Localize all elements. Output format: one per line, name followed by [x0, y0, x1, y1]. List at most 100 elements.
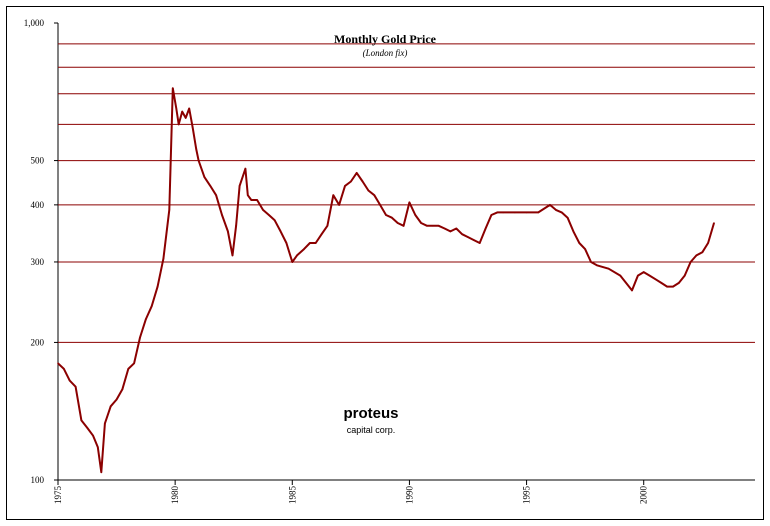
price-data-point	[303, 248, 305, 250]
price-data-point	[373, 194, 376, 196]
price-data-point	[350, 180, 352, 183]
price-data-point	[92, 434, 94, 437]
price-data-point	[607, 267, 610, 270]
price-data-point	[133, 362, 135, 365]
x-tick-label: 1990	[404, 486, 414, 505]
price-data-point	[338, 204, 340, 206]
price-data-point	[262, 209, 264, 211]
price-data-point	[455, 227, 458, 230]
price-data-point	[231, 254, 234, 257]
price-data-point	[443, 227, 446, 230]
price-data-point	[344, 185, 346, 187]
price-data-point	[273, 219, 276, 222]
price-data-point	[549, 204, 551, 206]
price-data-point	[177, 123, 180, 126]
x-tick-label: 1985	[287, 486, 297, 505]
price-data-point	[326, 225, 329, 227]
price-data-point	[502, 211, 504, 214]
price-data-point	[689, 261, 692, 263]
brand-name: proteus	[343, 405, 398, 422]
price-data-point	[309, 242, 311, 244]
price-data-point	[221, 214, 223, 216]
price-data-point	[385, 214, 387, 216]
price-data-point	[701, 251, 704, 254]
price-data-point	[314, 242, 317, 244]
x-tick-label: 1995	[522, 486, 532, 505]
price-data-point	[57, 362, 59, 365]
price-data-point	[139, 336, 141, 339]
price-data-point	[332, 194, 335, 196]
price-data-point	[683, 274, 686, 277]
y-tick-label: 500	[31, 156, 45, 166]
price-data-point	[156, 285, 159, 288]
price-data-point	[97, 446, 99, 448]
price-data-point	[127, 368, 130, 370]
price-data-point	[514, 211, 516, 214]
price-data-point	[355, 172, 358, 174]
price-data-point	[145, 318, 147, 320]
price-data-point	[100, 471, 103, 474]
x-tick-label: 1980	[170, 486, 180, 505]
x-tick-label: 1975	[53, 486, 63, 505]
price-data-point	[181, 110, 183, 113]
price-data-point	[361, 180, 364, 183]
price-data-point	[86, 427, 89, 429]
x-axis-ticks: 1975 1980 1985 1990 1995 2000	[53, 480, 649, 504]
chart-title: Monthly Gold Price	[334, 32, 437, 46]
brand-tagline: capital corp.	[347, 425, 396, 435]
price-data-point	[191, 126, 194, 129]
chart-subtitle: (London fix)	[363, 48, 408, 58]
y-tick-label: 200	[31, 337, 45, 347]
price-data-point	[250, 199, 253, 201]
price-data-point	[631, 289, 633, 292]
price-data-point	[379, 204, 381, 206]
price-data-point	[209, 185, 212, 187]
price-data-point	[184, 117, 187, 119]
price-data-point	[256, 199, 258, 201]
price-data-point	[432, 225, 434, 227]
price-data-point	[215, 194, 217, 196]
price-data-point	[572, 230, 575, 233]
price-data-point	[175, 107, 178, 110]
price-data-point	[525, 211, 528, 214]
price-data-point	[426, 225, 428, 227]
price-data-point	[115, 398, 118, 401]
price-data-point	[590, 261, 592, 263]
price-data-point	[244, 167, 247, 170]
price-data-point	[490, 214, 493, 216]
price-data-point	[195, 148, 197, 150]
price-data-point	[461, 233, 463, 235]
price-data-point	[121, 388, 124, 391]
x-tick-label: 2000	[639, 486, 649, 505]
price-data-point	[437, 225, 440, 227]
price-data-point	[367, 189, 370, 192]
price-data-point	[648, 274, 651, 277]
y-tick-label: 300	[31, 257, 45, 267]
price-data-point	[420, 222, 422, 224]
price-data-point	[560, 211, 563, 214]
grid-lines	[57, 23, 755, 481]
price-data-point	[637, 274, 639, 277]
y-tick-label: 1,000	[24, 18, 45, 28]
price-data-point	[247, 194, 249, 196]
price-data-point	[296, 254, 298, 257]
price-data-point	[188, 107, 190, 110]
price-data-point	[238, 185, 241, 187]
y-axis-ticks: 100 200 300 400 500 1,000	[24, 18, 58, 485]
price-data-point	[660, 282, 663, 284]
price-data-point	[473, 239, 475, 241]
price-data-point	[104, 422, 106, 425]
price-data-point	[279, 230, 282, 233]
price-data-point	[537, 211, 540, 214]
price-data-point	[197, 159, 200, 162]
price-data-point	[695, 254, 698, 257]
price-data-point	[408, 201, 411, 204]
price-data-point	[74, 385, 77, 388]
price-data-point	[619, 274, 622, 277]
price-data-point	[203, 176, 206, 178]
price-data-point	[555, 209, 557, 211]
price-data-point	[396, 222, 399, 224]
price-data-point	[402, 225, 405, 227]
price-data-point	[162, 257, 165, 260]
